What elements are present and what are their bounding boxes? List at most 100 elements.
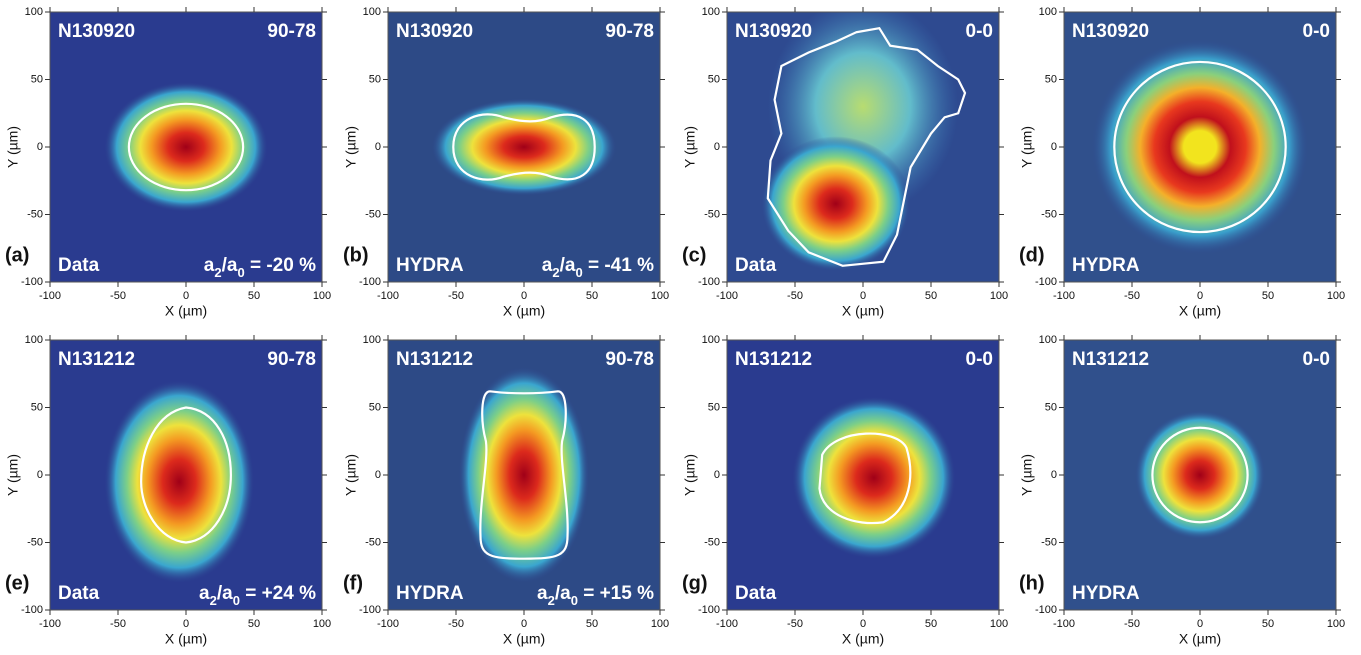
- x-tick-label: -50: [110, 290, 126, 302]
- x-tick-label: 50: [586, 618, 598, 630]
- x-tick-label: -50: [448, 618, 464, 630]
- x-axis-label: X (µm): [165, 303, 207, 319]
- panel-letter: (f): [343, 572, 363, 594]
- y-tick-label: 50: [1045, 73, 1057, 85]
- y-tick-label: -100: [1035, 276, 1057, 288]
- image: [1064, 340, 1336, 610]
- intensity-blob: [761, 136, 911, 272]
- contour: [141, 408, 231, 543]
- source-label: HYDRA: [1072, 255, 1140, 276]
- y-tick-label: -50: [1041, 536, 1057, 548]
- x-tick-label: 100: [651, 290, 669, 302]
- y-axis-label: Y (µm): [343, 454, 359, 496]
- y-tick-label: 50: [708, 73, 720, 85]
- x-tick-label: 50: [925, 290, 937, 302]
- x-tick-label: 50: [925, 618, 937, 630]
- y-tick-label: -50: [704, 536, 720, 548]
- shot-label: N131212: [58, 349, 135, 370]
- view-label: 0-0: [1303, 349, 1330, 370]
- x-tick-label: -100: [1053, 290, 1075, 302]
- y-tick-label: 100: [1039, 334, 1057, 346]
- x-tick-label: 100: [651, 618, 669, 630]
- ratio-part: 0: [237, 265, 244, 280]
- x-tick-label: 100: [313, 618, 331, 630]
- y-tick-label: -100: [21, 604, 43, 616]
- x-tick-label: -50: [110, 618, 126, 630]
- x-axis-label: X (µm): [503, 303, 545, 319]
- panel-letter: (e): [5, 572, 29, 594]
- shot-label: N131212: [735, 349, 812, 370]
- x-tick-label: 0: [183, 618, 189, 630]
- x-tick-label: 100: [990, 290, 1008, 302]
- y-tick-label: 50: [31, 401, 43, 413]
- x-tick-label: 50: [586, 290, 598, 302]
- y-tick-label: 0: [375, 469, 381, 481]
- x-tick-label: -100: [716, 618, 738, 630]
- y-axis-label: Y (µm): [682, 126, 698, 168]
- y-tick-label: 50: [1045, 401, 1057, 413]
- ratio-part: = +15 %: [578, 583, 654, 604]
- image: [50, 340, 322, 610]
- x-axis-label: X (µm): [503, 631, 545, 647]
- y-tick-label: 0: [1051, 141, 1057, 153]
- intensity-blob: [104, 82, 268, 212]
- contour: [480, 391, 567, 558]
- y-tick-label: 50: [708, 401, 720, 413]
- x-tick-label: 100: [313, 290, 331, 302]
- panel: -100 -50 0 50 100 -100 -50 0 50 100 X (µm) Y (µm) N1…: [1019, 6, 1345, 319]
- y-tick-label: 0: [375, 141, 381, 153]
- contour: [453, 114, 594, 179]
- y-axis-label: Y (µm): [343, 126, 359, 168]
- view-label: 90-78: [267, 349, 316, 370]
- y-axis-label: Y (µm): [5, 126, 21, 168]
- panel-letter: (b): [343, 244, 369, 266]
- ratio-label: a2/a0 = -41 %: [542, 255, 654, 280]
- y-tick-label: 100: [1039, 6, 1057, 18]
- ratio-part: 0: [233, 593, 240, 608]
- image: [50, 12, 322, 282]
- x-tick-label: -100: [1053, 618, 1075, 630]
- x-tick-label: -50: [448, 290, 464, 302]
- panel: -100 -50 0 50 100 -100 -50 0 50 100 X (µm) Y (µm) N1…: [682, 334, 1008, 647]
- view-label: 0-0: [966, 21, 993, 42]
- shot-label: N131212: [1072, 349, 1149, 370]
- x-tick-label: -100: [39, 290, 61, 302]
- intensity-blob: [104, 380, 254, 583]
- x-axis-label: X (µm): [842, 631, 884, 647]
- x-tick-label: 0: [860, 290, 866, 302]
- x-tick-label: 0: [521, 618, 527, 630]
- ratio-part: = -20 %: [245, 255, 316, 276]
- x-tick-label: 0: [1197, 618, 1203, 630]
- panel: -100 -50 0 50 100 -100 -50 0 50 100 X (µm) Y (µm) N1…: [5, 6, 331, 319]
- ratio-part: = -41 %: [583, 255, 654, 276]
- y-tick-label: -50: [27, 208, 43, 220]
- panel: -100 -50 0 50 100 -100 -50 0 50 100 X (µm) Y (µm) N1…: [5, 334, 331, 647]
- y-tick-label: -50: [365, 208, 381, 220]
- ratio-part: 2: [210, 593, 217, 608]
- shot-label: N130920: [58, 21, 135, 42]
- x-tick-label: 100: [1327, 618, 1345, 630]
- x-tick-label: -50: [787, 618, 803, 630]
- x-tick-label: 50: [1262, 290, 1274, 302]
- x-axis-label: X (µm): [165, 631, 207, 647]
- shot-label: N131212: [396, 349, 473, 370]
- x-tick-label: -100: [377, 618, 399, 630]
- ratio-part: /a: [217, 583, 233, 604]
- y-tick-label: 50: [31, 73, 43, 85]
- y-tick-label: -50: [27, 536, 43, 548]
- y-tick-label: 0: [37, 141, 43, 153]
- x-tick-label: 100: [990, 618, 1008, 630]
- source-label: HYDRA: [1072, 583, 1140, 604]
- y-tick-label: 0: [1051, 469, 1057, 481]
- x-tick-label: 100: [1327, 290, 1345, 302]
- source-label: Data: [735, 583, 777, 604]
- shot-label: N130920: [735, 21, 812, 42]
- y-tick-label: -50: [1041, 208, 1057, 220]
- intensity-blob: [458, 367, 590, 583]
- ratio-part: a: [537, 583, 548, 604]
- source-label: Data: [58, 583, 100, 604]
- x-tick-label: -100: [39, 618, 61, 630]
- ratio-label: a2/a0 = +24 %: [199, 583, 316, 608]
- image: [388, 12, 660, 282]
